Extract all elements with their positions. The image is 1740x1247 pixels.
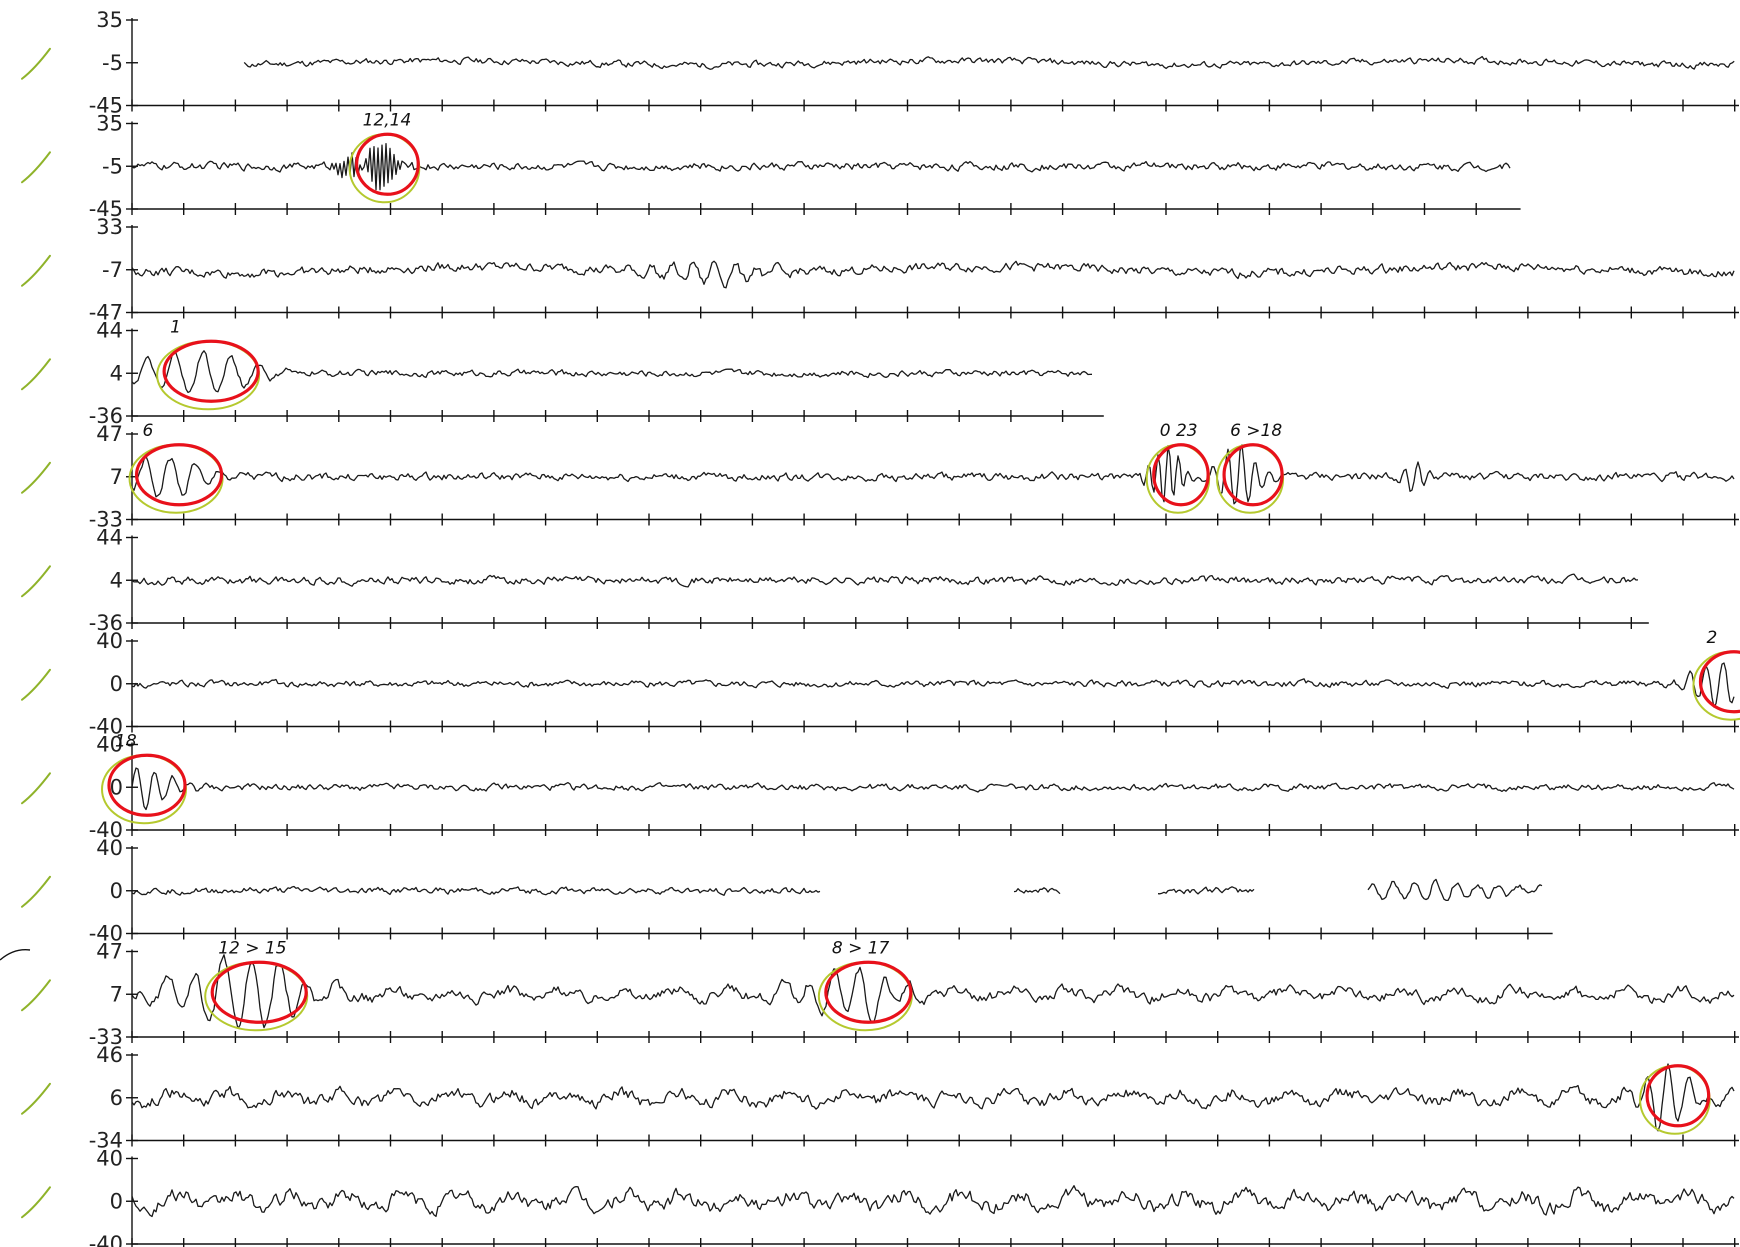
eeg-trace — [131, 954, 1735, 1029]
eeg-trace — [131, 662, 1735, 708]
highlight-circle-red — [824, 960, 913, 1024]
y-tick-label: 4 — [110, 361, 123, 385]
y-tick-label: 40 — [96, 629, 123, 653]
channel-5: 47 7 -33 6 0 23 6 >18 — [21, 421, 1739, 532]
channel-8: 40 0 -40 18 — [21, 732, 1739, 842]
y-tick-label: -36 — [89, 404, 123, 428]
channel-4: 444-361 — [21, 318, 1104, 428]
y-tick-label: 6 — [110, 1086, 123, 1110]
eeg-trace — [131, 444, 1735, 505]
y-tick-label: 44 — [96, 319, 123, 343]
y-tick-label: 7 — [110, 465, 123, 489]
y-tick-label: 35 — [96, 8, 123, 32]
channel-11: 46 6 -34 — [21, 1043, 1739, 1153]
annotation-note: 12,14 — [363, 111, 412, 131]
y-tick-label: -40 — [89, 818, 123, 842]
y-tick-label: -5 — [102, 154, 123, 178]
y-tick-label: -7 — [102, 258, 123, 282]
eeg-trace — [131, 1063, 1735, 1132]
y-tick-label: 40 — [96, 836, 123, 860]
eeg-trace — [131, 142, 1511, 191]
highlight-circle-red — [162, 339, 260, 403]
y-tick-label: -45 — [89, 94, 123, 118]
y-tick-label: 47 — [96, 422, 123, 446]
y-tick-label: 35 — [96, 112, 123, 136]
channel-1: 35 -5 -45 — [21, 8, 1739, 118]
highlight-circle-red — [1152, 443, 1210, 507]
check-mark — [21, 358, 51, 391]
highlight-circle-red — [107, 753, 187, 817]
y-tick-label: -34 — [89, 1129, 123, 1153]
channel-12: 40 0 -40 — [21, 1147, 1739, 1247]
eeg-trace — [131, 260, 1735, 289]
y-tick-label: -40 — [89, 922, 123, 946]
highlight-circle-red — [1698, 650, 1740, 714]
y-tick-label: -40 — [89, 715, 123, 739]
eeg-trace — [243, 55, 1735, 70]
check-mark — [21, 1186, 51, 1219]
check-mark — [21, 565, 51, 598]
annotation-note: 18 — [115, 732, 137, 752]
check-mark — [21, 254, 51, 287]
eeg-trace — [131, 1185, 1735, 1218]
y-tick-label: 47 — [96, 940, 123, 964]
annotation-note: 12 > 15 — [218, 939, 286, 959]
channel-3: 33 -7 -47 — [21, 215, 1739, 325]
channel-9: 40 0 -40 — [21, 836, 1553, 946]
y-tick-label: -45 — [89, 197, 123, 221]
y-tick-label: -36 — [89, 611, 123, 635]
y-tick-label: -5 — [102, 51, 123, 75]
pen-stroke — [0, 949, 31, 961]
y-tick-label: 4 — [110, 568, 123, 592]
y-tick-label: 33 — [96, 215, 123, 239]
highlight-circle-red — [1645, 1064, 1711, 1128]
highlight-circle-red — [210, 960, 308, 1024]
highlight-circle-red — [1222, 443, 1284, 507]
channel-6: 444-36 — [21, 526, 1649, 635]
y-tick-label: 0 — [110, 775, 123, 799]
channel-7: 40 0 -40 2 — [21, 628, 1740, 739]
y-tick-label: 0 — [110, 1189, 123, 1213]
check-mark — [21, 979, 51, 1012]
annotation-note: 2 — [1706, 628, 1717, 648]
y-tick-label: 44 — [96, 526, 123, 550]
check-mark — [21, 47, 51, 80]
check-mark — [21, 461, 51, 494]
annotation-note: 8 > 17 — [832, 939, 890, 959]
eeg-trace — [131, 350, 1093, 394]
annotation-note: 0 23 — [1160, 421, 1198, 441]
eeg-trace — [131, 767, 1735, 811]
check-mark — [21, 772, 51, 805]
y-tick-label: -33 — [89, 1025, 123, 1049]
annotation-note: 6 — [143, 421, 154, 441]
check-mark — [21, 875, 51, 908]
y-tick-label: -33 — [89, 508, 123, 532]
channel-10: 47 7 -33 12 > 15 8 > 17 — [21, 939, 1739, 1049]
eeg-trace — [131, 878, 1543, 902]
highlight-circle-red — [134, 443, 224, 507]
check-mark — [21, 151, 51, 184]
y-tick-label: 0 — [110, 879, 123, 903]
y-tick-label: 40 — [96, 1147, 123, 1171]
channel-2: 35 -5 -45 12,14 — [21, 111, 1521, 221]
eeg-trace — [131, 573, 1639, 588]
check-mark — [21, 1082, 51, 1115]
y-tick-label: 46 — [96, 1043, 123, 1067]
annotation-note: 6 >18 — [1230, 421, 1282, 441]
y-tick-label: 7 — [110, 982, 123, 1006]
y-tick-label: 40 — [96, 733, 123, 757]
y-tick-label: -47 — [89, 301, 123, 325]
y-tick-label: -40 — [89, 1232, 123, 1247]
check-mark — [21, 668, 51, 701]
highlight-circle-red — [355, 132, 420, 196]
annotation-note: 1 — [170, 318, 181, 338]
y-tick-label: 0 — [110, 672, 123, 696]
